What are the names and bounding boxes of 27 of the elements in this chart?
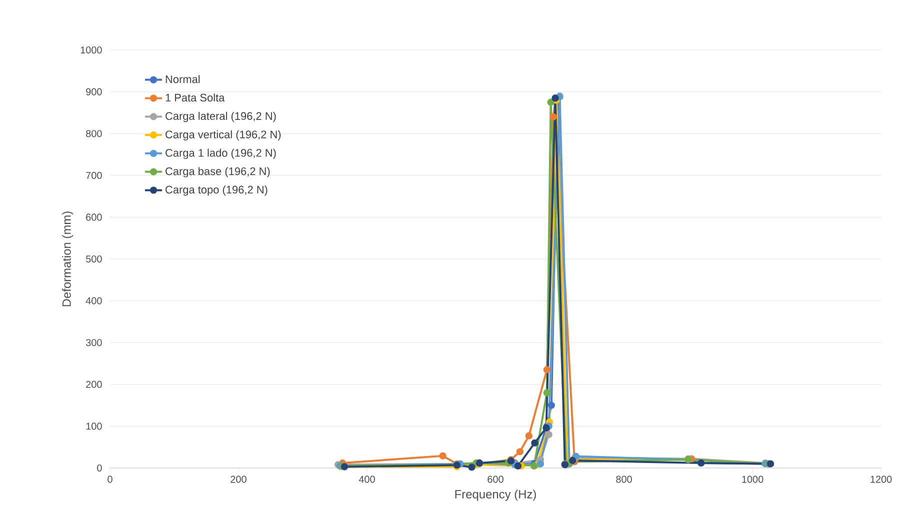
y-tick-label: 900 <box>86 88 102 96</box>
x-tick-label: 0 <box>108 476 112 483</box>
x-axis-title: Frequency (Hz) <box>455 490 536 501</box>
x-tick-label: 600 <box>488 476 504 483</box>
y-tick-label: 700 <box>86 172 102 179</box>
legend-label: Normal <box>166 75 200 84</box>
x-tick-label: 1200 <box>870 476 892 483</box>
legend-label: Carga base (196,2 N) <box>166 167 270 178</box>
y-tick-label: 200 <box>86 380 102 388</box>
y-tick-label: 500 <box>86 255 102 263</box>
legend-label: 1 Pata Solta <box>166 93 225 102</box>
y-tick-label: 300 <box>86 339 102 346</box>
x-tick-label: 1000 <box>742 476 764 483</box>
x-tick-label: 200 <box>230 476 246 483</box>
legend-label: Carga topo (196,2 N) <box>166 185 268 196</box>
x-tick-label: 400 <box>358 476 375 483</box>
y-tick-label: 0 <box>97 464 102 472</box>
x-tick-label: 800 <box>616 476 632 483</box>
legend-label: Carga 1 lado (196,2 N) <box>166 148 276 159</box>
y-tick-label: 100 <box>86 422 102 430</box>
legend-label: Carga lateral (196,2 N) <box>166 112 276 122</box>
y-tick-label: 400 <box>86 297 102 304</box>
y-tick-label: 800 <box>86 130 102 138</box>
y-tick-label: 600 <box>86 214 102 221</box>
y-tick-label: 1000 <box>80 46 102 54</box>
legend-label: Carga vertical (196,2 N) <box>166 130 281 140</box>
y-axis-title: Deformation (mm) <box>62 212 74 306</box>
